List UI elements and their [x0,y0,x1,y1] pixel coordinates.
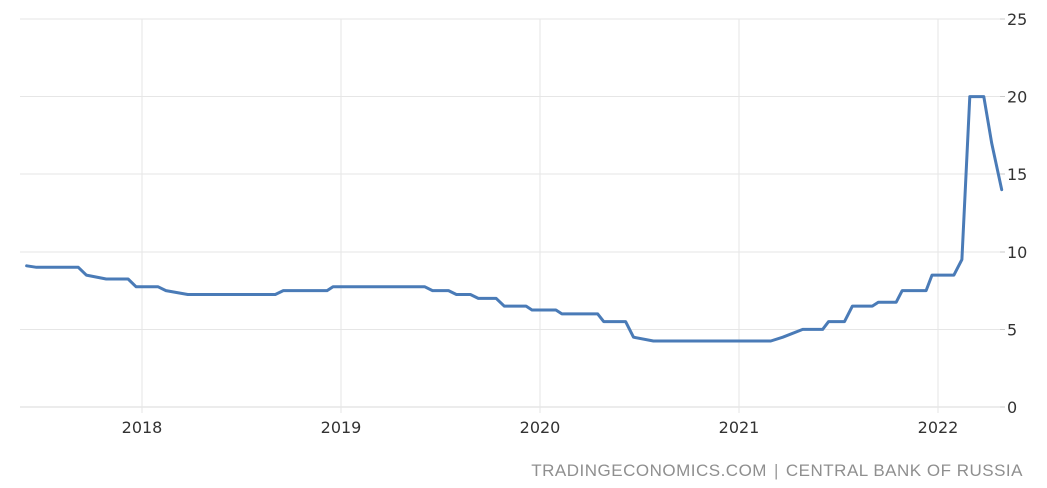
x-tick-label: 2019 [321,418,362,437]
y-tick-label: 20 [1007,88,1027,107]
y-tick-label: 15 [1007,165,1027,184]
provider-name: CENTRAL BANK OF RUSSIA [785,461,1023,480]
interest-rate-line [25,95,1004,343]
tradingeconomics-link[interactable]: TRADINGECONOMICS.COM [531,461,767,480]
attribution-separator: | [773,461,779,480]
y-tick-label: 0 [1007,398,1017,417]
y-tick-label: 10 [1007,243,1027,262]
x-tick-label: 2022 [918,418,959,437]
x-tick-label: 2021 [719,418,760,437]
x-tick-label: 2018 [122,418,163,437]
y-tick-label: 5 [1007,320,1017,339]
x-tick-label: 2020 [520,418,561,437]
y-tick-label: 25 [1007,10,1027,29]
attribution: TRADINGECONOMICS.COM | CENTRAL BANK OF RUS… [531,461,1023,481]
